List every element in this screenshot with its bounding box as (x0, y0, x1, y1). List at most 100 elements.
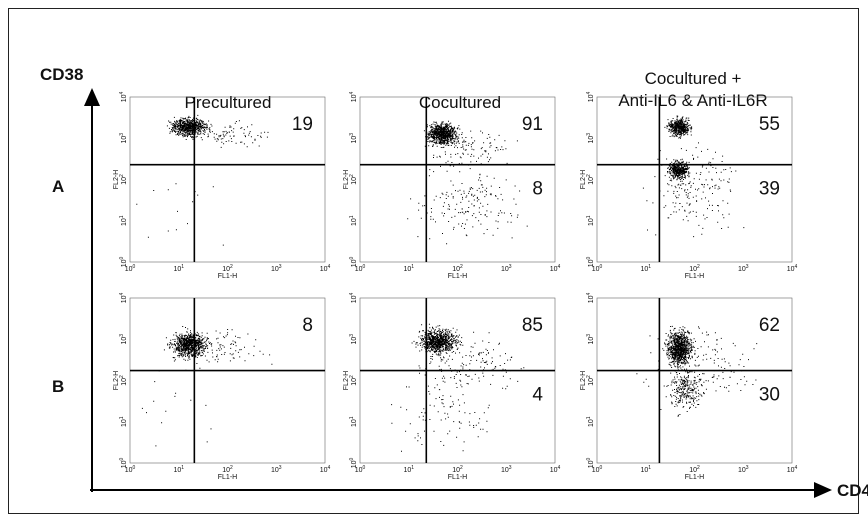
tick-base: 10 (452, 467, 460, 474)
quadrant-percent: 4 (532, 385, 543, 406)
x-axis-label: FL1-H (218, 273, 237, 280)
tick-exponent: 3 (279, 465, 282, 471)
tick-exponent: 0 (119, 457, 125, 460)
row-label: B (52, 377, 64, 396)
tick-base: 10 (403, 266, 411, 273)
x-tick-label: 100 (592, 264, 603, 273)
y-tick-label: 100 (586, 457, 595, 468)
tick-base: 10 (588, 94, 595, 102)
tick-base: 10 (173, 266, 181, 273)
x-tick-label: 100 (355, 264, 366, 273)
x-tick-label: 100 (125, 465, 136, 474)
tick-exponent: 1 (181, 465, 184, 471)
tick-base: 10 (550, 266, 558, 273)
tick-exponent: 2 (119, 375, 125, 378)
tick-exponent: 3 (509, 264, 512, 270)
tick-exponent: 4 (586, 292, 592, 295)
tick-exponent: 3 (119, 334, 125, 337)
y-tick-label: 103 (349, 133, 358, 144)
tick-base: 10 (121, 218, 128, 226)
y-tick-label: 103 (586, 133, 595, 144)
tick-exponent: 3 (349, 334, 355, 337)
frame (8, 8, 859, 514)
tick-base: 10 (351, 460, 358, 468)
tick-exponent: 4 (795, 264, 798, 270)
dot-plot: 100100101101102102103103104104FL1-HFL2-H… (113, 91, 331, 280)
x-axis-label: FL1-H (448, 273, 467, 280)
tick-base: 10 (121, 460, 128, 468)
x-tick-label: 101 (403, 465, 414, 474)
tick-base: 10 (351, 94, 358, 102)
row-label: A (52, 177, 64, 196)
tick-exponent: 2 (349, 375, 355, 378)
x-tick-label: 101 (173, 264, 184, 273)
quadrant-percent: 8 (302, 315, 313, 336)
tick-base: 10 (121, 259, 128, 267)
tick-base: 10 (351, 337, 358, 345)
dot-cloud (407, 120, 528, 245)
tick-exponent: 1 (349, 416, 355, 419)
y-tick-label: 100 (586, 256, 595, 267)
x-tick-label: 101 (640, 465, 651, 474)
y-tick-label: 102 (349, 174, 358, 185)
tick-base: 10 (121, 419, 128, 427)
tick-base: 10 (787, 266, 795, 273)
y-axis-label: FL2-H (580, 371, 587, 390)
plot-box (596, 96, 793, 263)
tick-base: 10 (320, 467, 328, 474)
quadrant-percent: 85 (522, 315, 543, 336)
tick-base: 10 (351, 177, 358, 185)
tick-base: 10 (351, 419, 358, 427)
tick-exponent: 3 (349, 133, 355, 136)
tick-exponent: 4 (558, 264, 561, 270)
y-axis-label: FL2-H (113, 170, 120, 189)
x-tick-label: 102 (689, 264, 700, 273)
tick-exponent: 4 (349, 91, 355, 94)
tick-base: 10 (787, 467, 795, 474)
y-tick-label: 104 (119, 292, 128, 303)
y-tick-label: 102 (119, 174, 128, 185)
dot-cloud (141, 326, 273, 447)
tick-exponent: 1 (181, 264, 184, 270)
tick-base: 10 (351, 259, 358, 267)
dot-plot: 100100101101102102103103104104FL1-HFL2-H… (580, 292, 798, 481)
y-axis-label: FL2-H (113, 371, 120, 390)
y-tick-label: 102 (586, 174, 595, 185)
dot-plot: 100100101101102102103103104104FL1-HFL2-H… (580, 91, 798, 280)
tick-exponent: 4 (119, 91, 125, 94)
tick-exponent: 0 (119, 256, 125, 259)
tick-exponent: 0 (586, 256, 592, 259)
quadrant-percent: 39 (759, 179, 780, 200)
y-tick-label: 102 (119, 375, 128, 386)
tick-base: 10 (271, 266, 279, 273)
plot-box (359, 297, 556, 464)
x-tick-label: 103 (271, 264, 282, 273)
tick-base: 10 (222, 467, 230, 474)
tick-exponent: 2 (349, 174, 355, 177)
tick-base: 10 (588, 460, 595, 468)
tick-base: 10 (588, 177, 595, 185)
tick-base: 10 (588, 136, 595, 144)
tick-exponent: 3 (746, 264, 749, 270)
x-tick-label: 103 (271, 465, 282, 474)
dot-plot: 100100101101102102103103104104FL1-HFL2-H… (343, 91, 561, 280)
tick-exponent: 3 (746, 465, 749, 471)
tick-exponent: 1 (119, 416, 125, 419)
x-tick-label: 102 (452, 264, 463, 273)
x-tick-label: 103 (738, 465, 749, 474)
tick-exponent: 1 (411, 264, 414, 270)
tick-exponent: 3 (509, 465, 512, 471)
tick-exponent: 3 (586, 334, 592, 337)
x-axis-label: FL1-H (218, 474, 237, 481)
y-tick-label: 103 (119, 133, 128, 144)
tick-base: 10 (121, 177, 128, 185)
tick-base: 10 (121, 378, 128, 386)
x-tick-label: 104 (787, 264, 798, 273)
x-tick-label: 102 (452, 465, 463, 474)
x-axis-label: FL1-H (685, 273, 704, 280)
tick-base: 10 (351, 218, 358, 226)
y-tick-label: 101 (119, 416, 128, 427)
y-axis-label: CD38 (40, 65, 83, 84)
x-tick-label: 103 (738, 264, 749, 273)
tick-base: 10 (689, 266, 697, 273)
